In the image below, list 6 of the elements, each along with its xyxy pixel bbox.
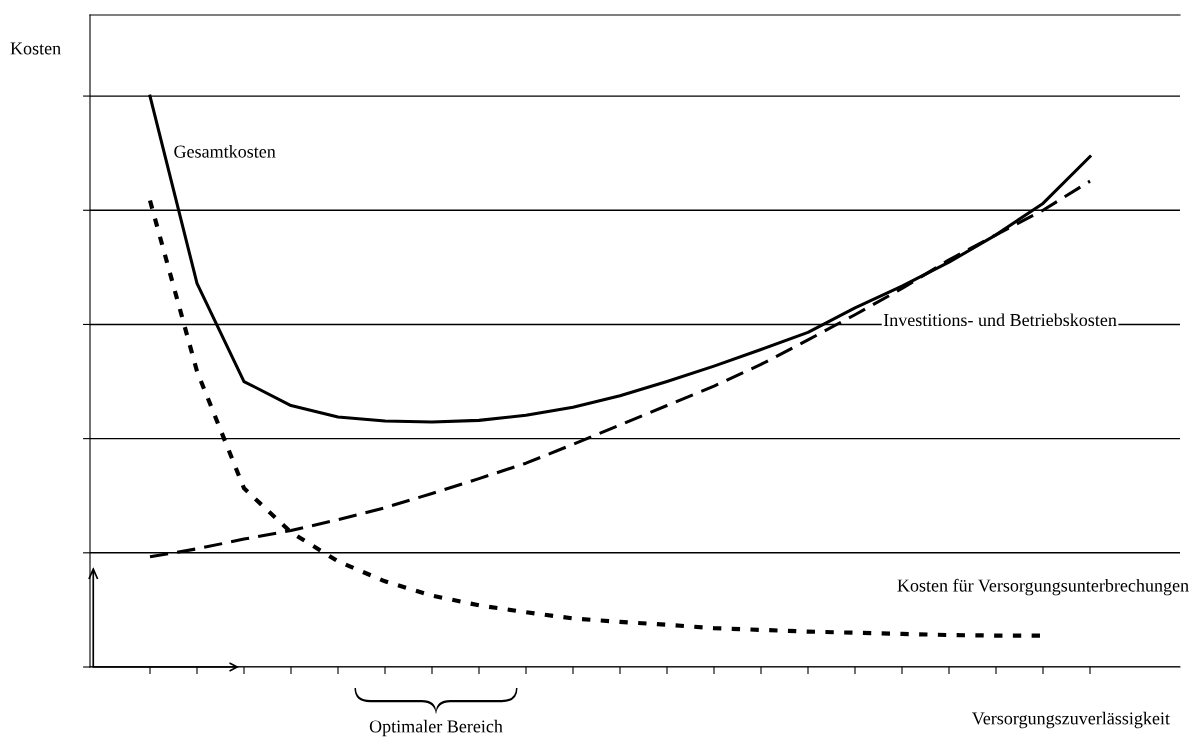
x-axis-title: Versorgungszuverlässigkeit <box>971 711 1170 729</box>
text: Optimaler Bereich <box>369 719 503 737</box>
series-label: Investitions- und Betriebskosten <box>883 313 1117 327</box>
text: Kosten für Versorgungsunterbrechungen <box>897 578 1189 596</box>
series-label: Gesamtkosten <box>174 144 276 158</box>
y-axis-title: Kosten <box>10 42 61 55</box>
